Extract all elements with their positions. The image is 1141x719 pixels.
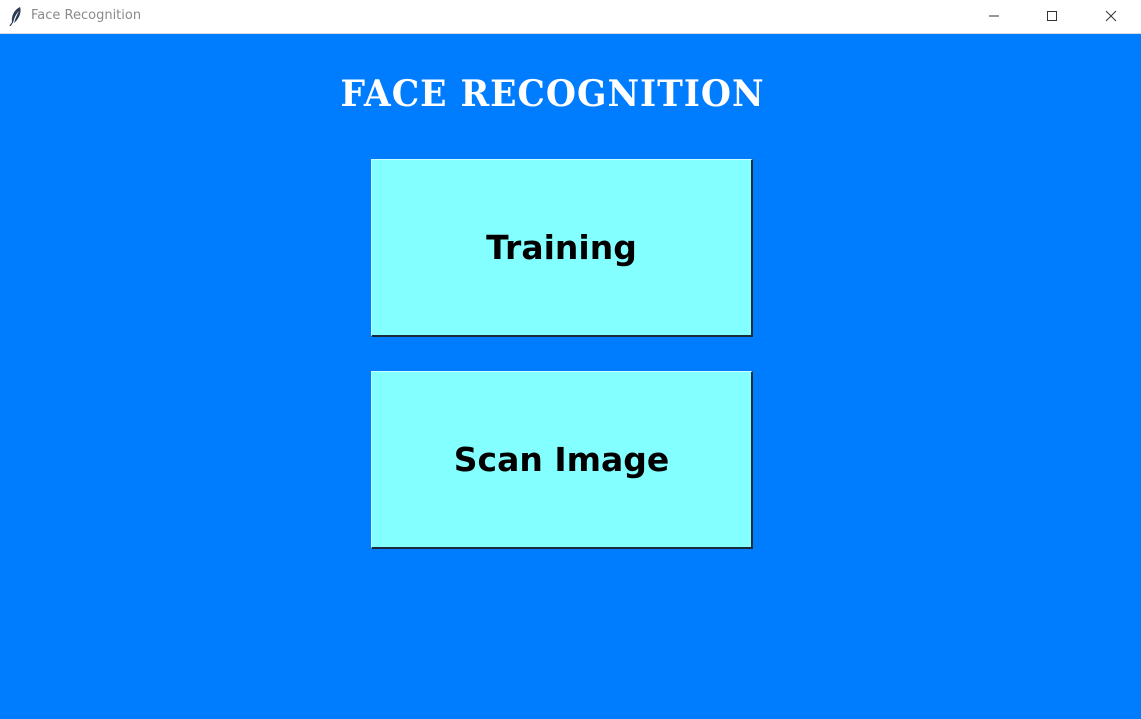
maximize-icon xyxy=(1046,7,1058,26)
window-title: Face Recognition xyxy=(31,8,142,23)
training-button[interactable]: Training xyxy=(371,159,753,337)
maximize-button[interactable] xyxy=(1023,0,1081,33)
page-title: Face Recognition xyxy=(340,73,765,115)
close-button[interactable] xyxy=(1081,0,1141,33)
scan-image-button[interactable]: Scan Image xyxy=(371,371,753,549)
main-panel: Face Recognition Training Scan Image xyxy=(0,34,1141,719)
close-icon xyxy=(1105,7,1117,26)
minimize-button[interactable] xyxy=(965,0,1023,33)
feather-icon xyxy=(8,6,24,27)
title-bar[interactable]: Face Recognition xyxy=(0,0,1141,34)
minimize-icon xyxy=(988,7,1000,26)
